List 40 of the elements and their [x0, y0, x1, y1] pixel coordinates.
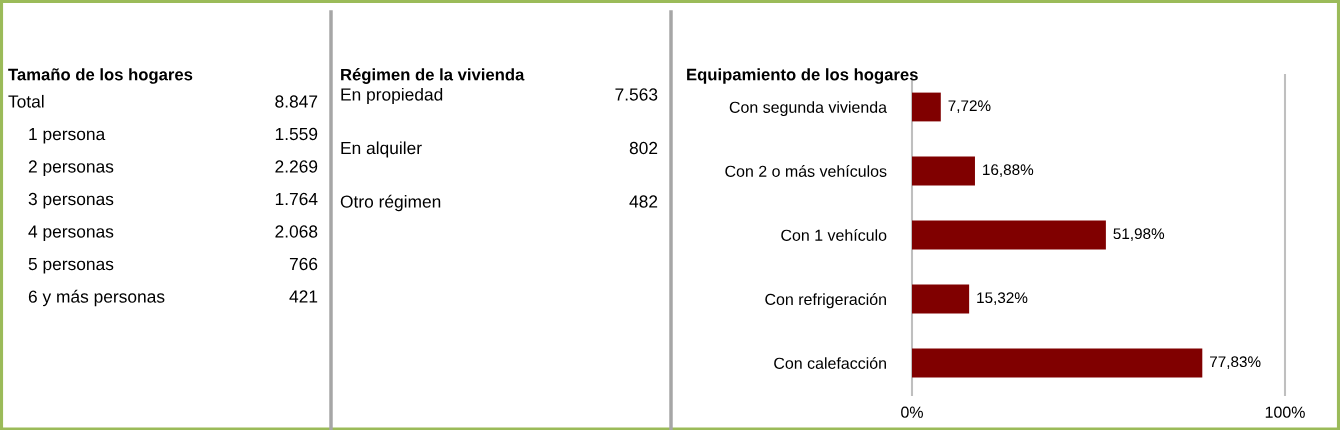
y-tick-label: Con refrigeración — [765, 293, 886, 309]
data-label: 51,98% — [1113, 228, 1165, 241]
x-tick-label: 100% — [1265, 406, 1305, 418]
y-tick-label: Con 1 vehículo — [781, 229, 887, 241]
data-label: 7,72% — [948, 100, 991, 113]
category-label: 1 persona — [29, 128, 106, 144]
category-label: En propiedad — [341, 87, 443, 105]
category-label: En alquiler — [341, 141, 422, 158]
data-label: 16,88% — [983, 164, 1034, 177]
data-label: 2.068 — [275, 225, 318, 238]
category-label: Total — [8, 94, 44, 108]
data-label: 802 — [629, 141, 658, 155]
data-label: 77,83% — [1210, 356, 1261, 369]
data-label: 7.563 — [615, 88, 658, 101]
bar — [912, 156, 975, 186]
data-label: 8.847 — [275, 95, 318, 108]
data-label: 482 — [629, 195, 658, 208]
category-label: 3 personas — [28, 192, 114, 209]
bar — [912, 92, 941, 122]
data-label: 421 — [289, 290, 318, 303]
bar — [912, 348, 1203, 378]
bar — [912, 220, 1106, 250]
data-label: 1.559 — [275, 127, 318, 141]
category-label: 5 personas — [28, 258, 114, 274]
y-tick-label: Con segunda vivienda — [729, 101, 888, 117]
data-label: 766 — [289, 257, 318, 271]
category-label: 6 y más personas — [28, 289, 165, 307]
data-label: 15,32% — [977, 292, 1028, 305]
category-label: Otro régimen — [340, 194, 441, 212]
data-label: 1.764 — [275, 192, 318, 206]
y-tick-label: Con 2 o más vehículos — [725, 165, 887, 177]
bar — [912, 284, 970, 314]
text: Régimen de la vivienda — [341, 68, 525, 84]
chart-title: Equipamiento de los hogares — [687, 68, 918, 84]
text: Tamaño de los hogares — [8, 68, 193, 84]
x-tick-label: 0% — [901, 406, 923, 418]
y-tick-label: Con calefacción — [774, 357, 886, 369]
category-label: 2 personas — [28, 160, 114, 177]
data-label: 2.269 — [275, 160, 318, 173]
category-label: 4 personas — [28, 225, 114, 242]
